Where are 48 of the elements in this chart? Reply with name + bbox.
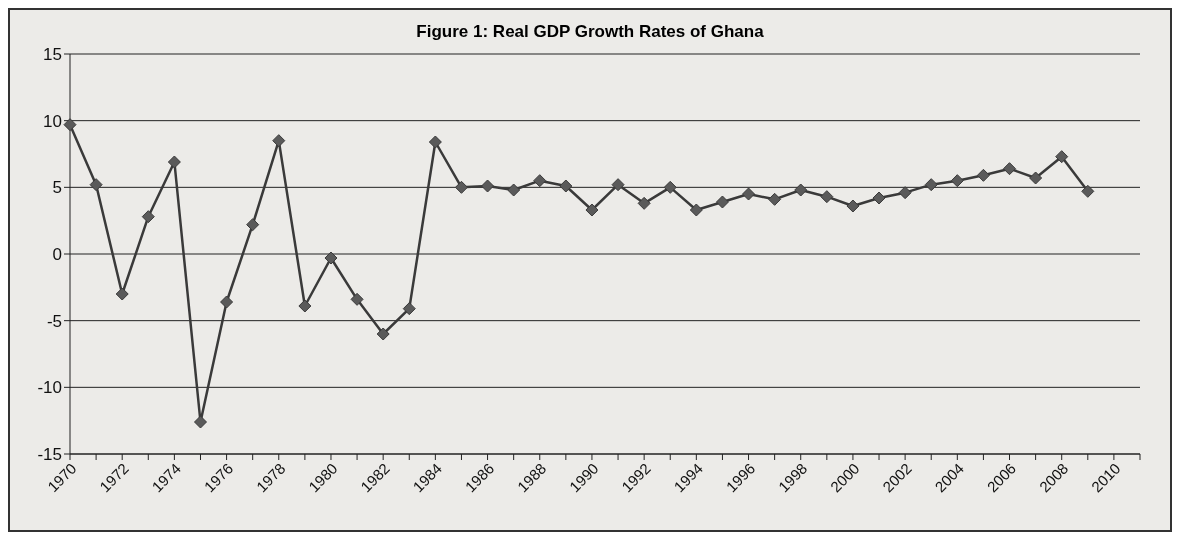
- point: [663, 180, 677, 194]
- point: [454, 180, 468, 194]
- point: [872, 191, 886, 205]
- y-tick-label: 15: [43, 45, 62, 65]
- point: [689, 203, 703, 217]
- y-tick-label: -15: [37, 445, 62, 465]
- point: [402, 302, 416, 316]
- y-tick-label: -5: [46, 311, 62, 331]
- point: [63, 118, 77, 132]
- chart-title: Figure 1: Real GDP Growth Rates of Ghana: [415, 21, 765, 43]
- y-tick-label: 10: [43, 111, 62, 131]
- point: [246, 218, 260, 232]
- point: [507, 183, 521, 197]
- point: [742, 187, 756, 201]
- point: [115, 287, 129, 301]
- point: [1055, 150, 1069, 164]
- point: [533, 174, 547, 188]
- point: [820, 190, 834, 204]
- point: [794, 183, 808, 197]
- point: [1029, 171, 1043, 185]
- point: [272, 134, 286, 148]
- y-tick-label: 0: [52, 245, 62, 265]
- point: [898, 186, 912, 200]
- point: [481, 179, 495, 193]
- point: [324, 251, 338, 265]
- point: [950, 174, 964, 188]
- point: [637, 196, 651, 210]
- point: [1003, 162, 1017, 176]
- point: [350, 292, 364, 306]
- point: [585, 203, 599, 217]
- point: [768, 192, 782, 206]
- point: [611, 178, 625, 192]
- y-tick-label: -10: [37, 378, 62, 398]
- point: [89, 178, 103, 192]
- point: [976, 168, 990, 182]
- point: [559, 179, 573, 193]
- point: [376, 327, 390, 341]
- point: [924, 178, 938, 192]
- point: [167, 155, 181, 169]
- point: [141, 210, 155, 224]
- point: [1081, 184, 1095, 198]
- point: [298, 299, 312, 313]
- point: [715, 195, 729, 209]
- point: [428, 135, 442, 149]
- point: [846, 199, 860, 213]
- point: [193, 415, 207, 429]
- y-tick-label: 5: [52, 178, 62, 198]
- point: [220, 295, 234, 309]
